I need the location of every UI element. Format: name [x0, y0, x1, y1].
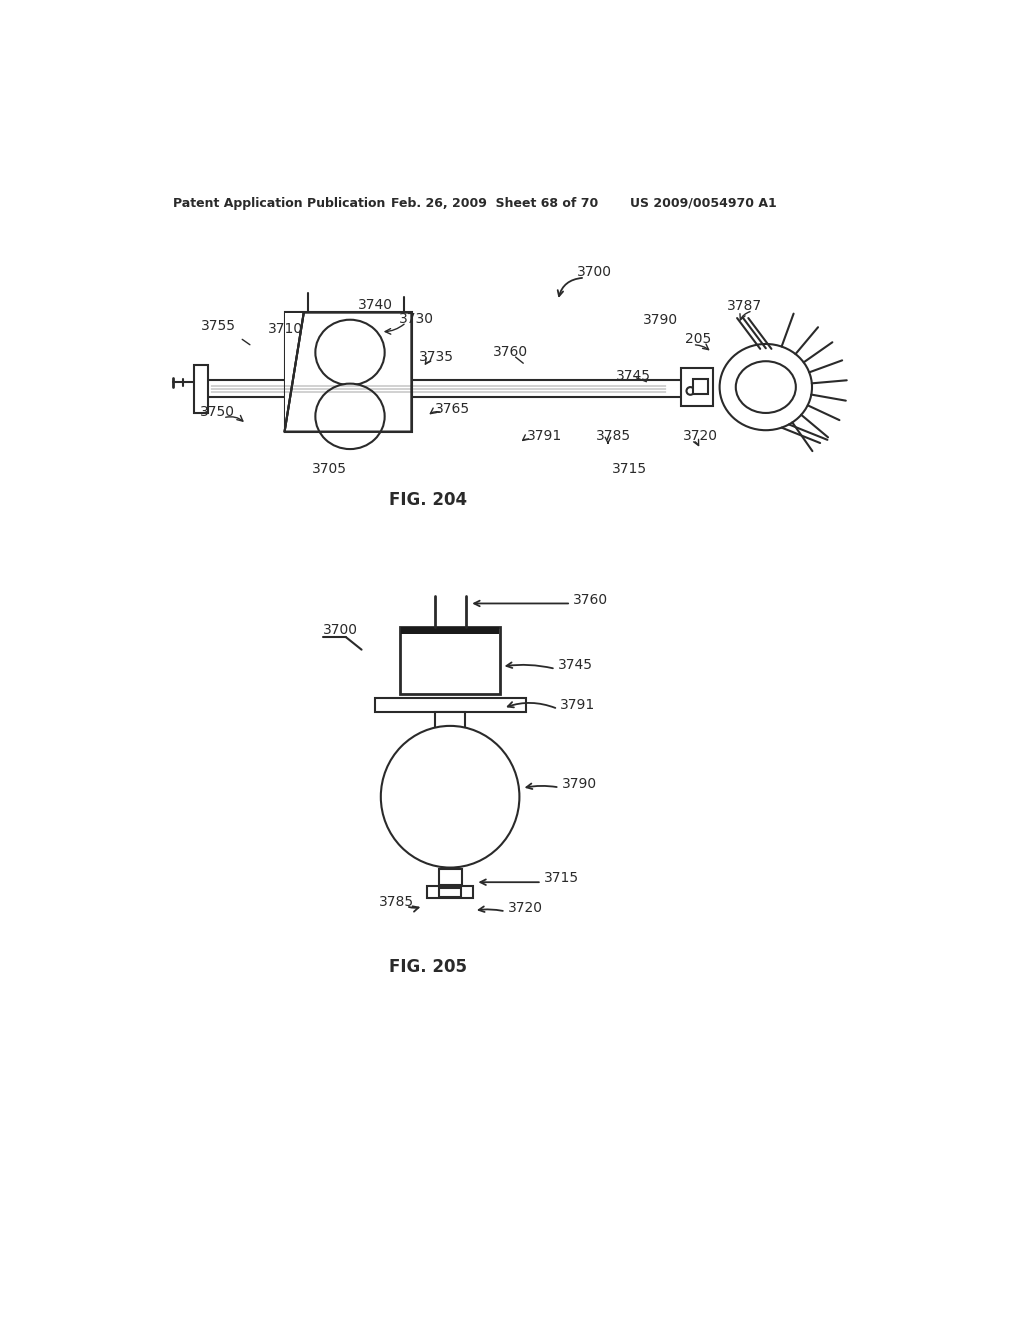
Text: 3790: 3790 [643, 313, 678, 327]
Text: FIG. 205: FIG. 205 [389, 958, 467, 975]
Ellipse shape [315, 319, 385, 385]
Text: 3710: 3710 [267, 322, 303, 337]
Text: 3720: 3720 [508, 900, 543, 915]
Bar [438, 869, 462, 884]
Bar [400, 627, 500, 694]
Bar [286, 313, 411, 430]
Bar [692, 379, 708, 395]
Text: 3787: 3787 [727, 300, 763, 313]
Bar [285, 313, 412, 432]
Circle shape [686, 387, 694, 395]
Bar [195, 364, 208, 412]
Text: FIG. 204: FIG. 204 [389, 491, 467, 508]
Bar [376, 698, 525, 711]
Text: 3740: 3740 [357, 298, 393, 312]
Text: 205: 205 [685, 333, 712, 346]
Bar [427, 886, 473, 899]
Ellipse shape [315, 384, 385, 449]
Bar [435, 711, 465, 729]
Ellipse shape [381, 726, 519, 867]
Bar [439, 887, 461, 896]
Bar [400, 627, 500, 635]
Text: 3760: 3760 [493, 346, 527, 359]
Text: 3791: 3791 [527, 429, 562, 442]
Text: 3720: 3720 [683, 429, 719, 442]
Text: 3745: 3745 [615, 370, 650, 383]
Text: 3705: 3705 [311, 462, 346, 475]
Text: 3765: 3765 [435, 401, 470, 416]
Text: 3715: 3715 [611, 462, 647, 475]
Text: 3700: 3700 [323, 623, 358, 636]
Text: 3700: 3700 [578, 265, 612, 280]
Text: 3790: 3790 [562, 776, 597, 791]
Bar [204, 380, 692, 397]
Text: 3785: 3785 [379, 895, 414, 909]
Text: US 2009/0054970 A1: US 2009/0054970 A1 [630, 197, 776, 210]
Ellipse shape [736, 362, 796, 413]
Text: 3760: 3760 [573, 593, 608, 607]
Bar [681, 368, 714, 407]
Text: 3730: 3730 [398, 312, 433, 326]
Text: 3791: 3791 [560, 698, 596, 711]
Text: 3755: 3755 [202, 319, 237, 333]
Text: Feb. 26, 2009  Sheet 68 of 70: Feb. 26, 2009 Sheet 68 of 70 [391, 197, 598, 210]
Text: 3745: 3745 [558, 659, 593, 672]
Text: 3715: 3715 [544, 871, 580, 886]
Text: 3750: 3750 [200, 405, 234, 420]
Ellipse shape [720, 345, 812, 430]
Text: 3785: 3785 [596, 429, 632, 442]
Text: Patent Application Publication: Patent Application Publication [173, 197, 385, 210]
Text: 3735: 3735 [419, 350, 455, 364]
